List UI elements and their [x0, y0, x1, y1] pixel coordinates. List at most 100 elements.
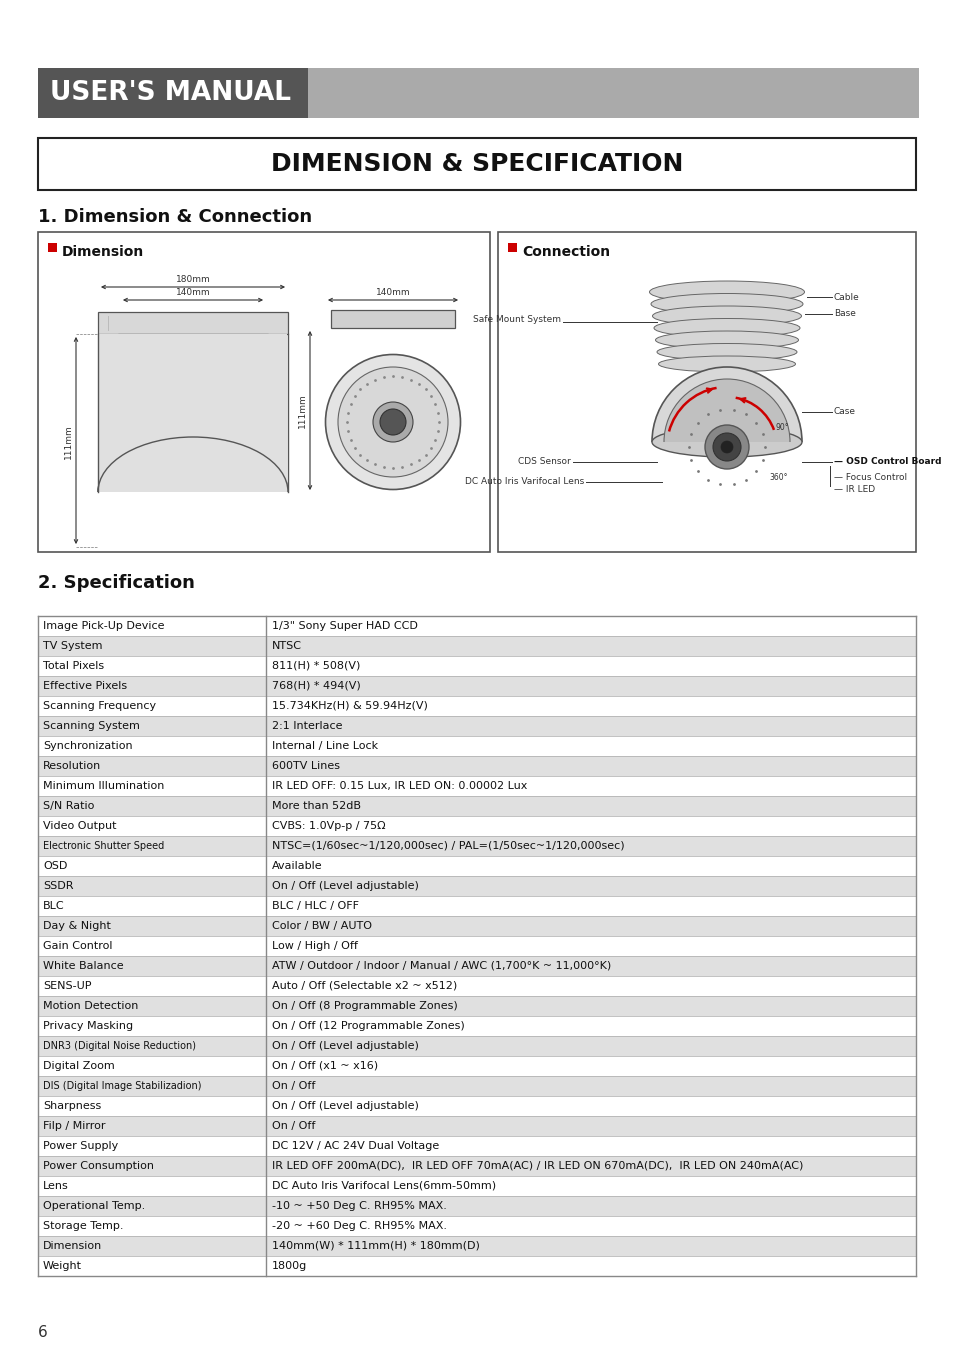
Text: Connection: Connection — [521, 244, 610, 259]
Text: On / Off (12 Programmable Zones): On / Off (12 Programmable Zones) — [272, 1021, 464, 1031]
Text: Image Pick-Up Device: Image Pick-Up Device — [43, 621, 164, 630]
Text: 15.734KHz(H) & 59.94Hz(V): 15.734KHz(H) & 59.94Hz(V) — [272, 701, 428, 711]
Text: Scanning Frequency: Scanning Frequency — [43, 701, 156, 711]
Bar — [38, 1216, 915, 1237]
Text: On / Off (x1 ~ x16): On / Off (x1 ~ x16) — [272, 1061, 377, 1071]
Text: Dimension: Dimension — [62, 244, 144, 259]
Text: White Balance: White Balance — [43, 961, 124, 971]
Text: 768(H) * 494(V): 768(H) * 494(V) — [272, 680, 360, 691]
Bar — [38, 616, 915, 636]
Bar — [38, 1256, 915, 1276]
Text: Safe Mount System: Safe Mount System — [473, 315, 560, 324]
Bar — [38, 996, 915, 1017]
Text: Internal / Line Lock: Internal / Line Lock — [272, 741, 377, 751]
Text: 1/3" Sony Super HAD CCD: 1/3" Sony Super HAD CCD — [272, 621, 417, 630]
Text: Power Consumption: Power Consumption — [43, 1161, 153, 1170]
Text: Base: Base — [833, 309, 855, 319]
Text: Low / High / Off: Low / High / Off — [272, 941, 357, 950]
FancyBboxPatch shape — [99, 333, 287, 491]
Text: Sharpness: Sharpness — [43, 1102, 101, 1111]
Text: SENS-UP: SENS-UP — [43, 981, 91, 991]
Text: On / Off: On / Off — [272, 1081, 315, 1091]
Text: Effective Pixels: Effective Pixels — [43, 680, 127, 691]
Text: 111mm: 111mm — [64, 425, 73, 459]
Text: NTSC: NTSC — [272, 641, 302, 651]
Text: -20 ~ +60 Deg C. RH95% MAX.: -20 ~ +60 Deg C. RH95% MAX. — [272, 1220, 447, 1231]
Text: 6: 6 — [38, 1324, 48, 1341]
Bar — [38, 1176, 915, 1196]
Text: Synchronization: Synchronization — [43, 741, 132, 751]
Text: -10 ~ +50 Deg C. RH95% MAX.: -10 ~ +50 Deg C. RH95% MAX. — [272, 1202, 446, 1211]
Text: More than 52dB: More than 52dB — [272, 801, 360, 811]
Text: Minimum Illumination: Minimum Illumination — [43, 782, 164, 791]
Text: Motion Detection: Motion Detection — [43, 1000, 138, 1011]
Bar — [331, 310, 455, 328]
Text: 140mm: 140mm — [175, 288, 210, 297]
Text: 2. Specification: 2. Specification — [38, 574, 194, 593]
Text: SSDR: SSDR — [43, 882, 73, 891]
Bar — [48, 243, 57, 252]
Text: 140mm(W) * 111mm(H) * 180mm(D): 140mm(W) * 111mm(H) * 180mm(D) — [272, 1241, 479, 1251]
Text: 90°: 90° — [775, 423, 788, 432]
Ellipse shape — [649, 281, 803, 302]
Bar — [38, 1076, 915, 1096]
Wedge shape — [663, 379, 789, 441]
Bar — [38, 656, 915, 676]
Text: On / Off: On / Off — [272, 1120, 315, 1131]
Bar — [38, 1237, 915, 1256]
Bar — [38, 1135, 915, 1156]
Bar — [38, 856, 915, 876]
Circle shape — [720, 441, 732, 454]
Ellipse shape — [652, 306, 801, 325]
Bar — [38, 776, 915, 796]
Text: — IR LED: — IR LED — [833, 486, 874, 494]
Text: Available: Available — [272, 861, 322, 871]
Bar — [38, 756, 915, 776]
Bar — [497, 232, 915, 552]
Bar — [38, 1116, 915, 1135]
Text: Cable: Cable — [833, 293, 859, 301]
Text: 811(H) * 508(V): 811(H) * 508(V) — [272, 662, 360, 671]
Text: On / Off (8 Programmable Zones): On / Off (8 Programmable Zones) — [272, 1000, 457, 1011]
Bar — [38, 976, 915, 996]
Text: Privacy Masking: Privacy Masking — [43, 1021, 133, 1031]
Bar — [38, 636, 915, 656]
Bar — [38, 1196, 915, 1216]
Text: IR LED OFF: 0.15 Lux, IR LED ON: 0.00002 Lux: IR LED OFF: 0.15 Lux, IR LED ON: 0.00002… — [272, 782, 527, 791]
Text: DIS (Digital Image Stabilizadion): DIS (Digital Image Stabilizadion) — [43, 1081, 201, 1091]
Text: TV System: TV System — [43, 641, 102, 651]
Bar — [98, 312, 288, 333]
Text: 1800g: 1800g — [272, 1261, 307, 1270]
Circle shape — [712, 433, 740, 460]
Text: Lens: Lens — [43, 1181, 69, 1191]
Text: Scanning System: Scanning System — [43, 721, 140, 730]
Circle shape — [379, 409, 406, 435]
Text: On / Off (Level adjustable): On / Off (Level adjustable) — [272, 882, 418, 891]
Text: CVBS: 1.0Vp-p / 75Ω: CVBS: 1.0Vp-p / 75Ω — [272, 821, 385, 832]
Bar — [38, 836, 915, 856]
Text: BLC / HLC / OFF: BLC / HLC / OFF — [272, 900, 358, 911]
Text: Digital Zoom: Digital Zoom — [43, 1061, 114, 1071]
Bar — [38, 1017, 915, 1035]
Text: Resolution: Resolution — [43, 761, 101, 771]
Bar — [38, 676, 915, 697]
Text: 1. Dimension & Connection: 1. Dimension & Connection — [38, 208, 312, 225]
Text: Day & Night: Day & Night — [43, 921, 111, 931]
Text: NTSC=(1/60sec~1/120,000sec) / PAL=(1/50sec~1/120,000sec): NTSC=(1/60sec~1/120,000sec) / PAL=(1/50s… — [272, 841, 624, 850]
Wedge shape — [651, 367, 801, 441]
Bar — [38, 138, 915, 190]
Bar — [38, 736, 915, 756]
Text: — OSD Control Board: — OSD Control Board — [833, 458, 941, 467]
Text: DC Auto Iris Varifocal Lens(6mm-50mm): DC Auto Iris Varifocal Lens(6mm-50mm) — [272, 1181, 496, 1191]
Bar — [38, 68, 308, 117]
Bar — [38, 1096, 915, 1116]
Text: Auto / Off (Selectable x2 ~ x512): Auto / Off (Selectable x2 ~ x512) — [272, 981, 456, 991]
Text: ATW / Outdoor / Indoor / Manual / AWC (1,700°K ~ 11,000°K): ATW / Outdoor / Indoor / Manual / AWC (1… — [272, 961, 611, 971]
Text: Operational Temp.: Operational Temp. — [43, 1202, 145, 1211]
Text: Video Output: Video Output — [43, 821, 116, 832]
Text: 111mm: 111mm — [297, 393, 307, 428]
Bar — [38, 815, 915, 836]
Bar — [38, 1156, 915, 1176]
Bar — [38, 1035, 915, 1056]
Text: S/N Ratio: S/N Ratio — [43, 801, 94, 811]
